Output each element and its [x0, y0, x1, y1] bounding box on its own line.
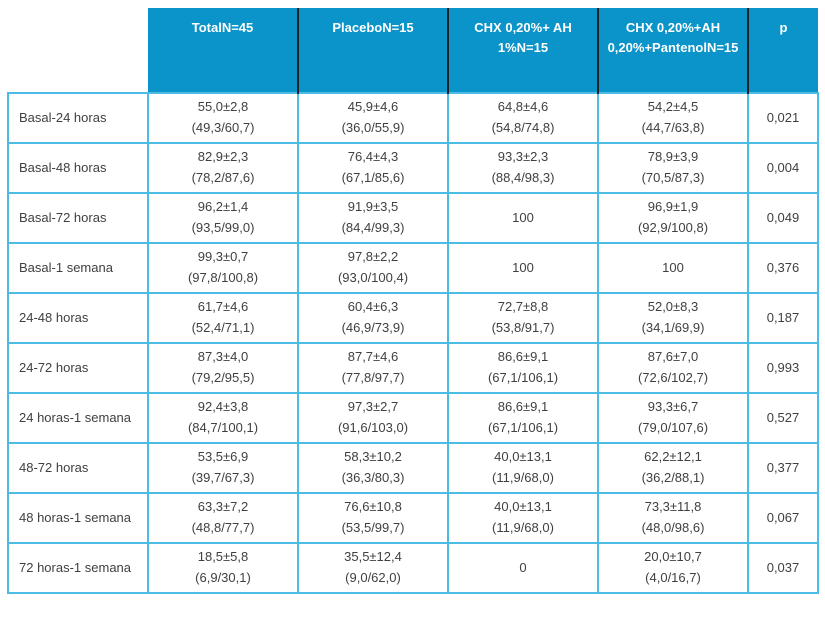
data-cell: 20,0±10,7 (4,0/16,7)	[597, 542, 749, 594]
data-cell: 100	[447, 192, 599, 244]
data-cell: 96,2±1,4 (93,5/99,0)	[147, 192, 299, 244]
p-value-cell: 0,187	[747, 292, 819, 344]
table-body: Basal-24 horas 55,0±2,8 (49,3/60,7) 45,9±4,…	[7, 92, 819, 594]
table-row: Basal-72 horas 96,2±1,4 (93,5/99,0) 91,9±3,…	[7, 192, 819, 244]
data-cell: 91,9±3,5 (84,4/99,3)	[297, 192, 449, 244]
table-row: 48-72 horas 53,5±6,9 (39,7/67,3) 58,3±10,2(…	[7, 442, 819, 494]
p-value-cell: 0,049	[747, 192, 819, 244]
data-cell: 40,0±13,1 (11,9/68,0)	[447, 442, 599, 494]
table-row: Basal-48 horas 82,9±2,3 (78,2/87,6) 76,4±4,…	[7, 142, 819, 194]
data-cell: 87,3±4,0 (79,2/95,5)	[147, 342, 299, 394]
column-header-total: TotalN=45	[148, 8, 298, 93]
p-value-cell: 0,376	[747, 242, 819, 294]
data-cell: 45,9±4,6 (36,0/55,9)	[297, 92, 449, 144]
results-table: TotalN=45 PlaceboN=15 CHX 0,20%+ AH 1%N=15…	[7, 8, 819, 594]
data-cell: 52,0±8,3 (34,1/69,9)	[597, 292, 749, 344]
data-cell: 87,7±4,6 (77,8/97,7)	[297, 342, 449, 394]
p-value-cell: 0,377	[747, 442, 819, 494]
data-cell: 86,6±9,1 (67,1/106,1)	[447, 342, 599, 394]
p-value-cell: 0,067	[747, 492, 819, 544]
header-row: TotalN=45 PlaceboN=15 CHX 0,20%+ AH 1%N=15…	[8, 8, 818, 93]
table-row: 72 horas-1 semana 18,5±5,8 (6,9/30,1) 35,5±…	[7, 542, 819, 594]
data-cell: 35,5±12,4 (9,0/62,0)	[297, 542, 449, 594]
table-row: Basal-24 horas 55,0±2,8 (49,3/60,7) 45,9±4,…	[7, 92, 819, 144]
row-label: 48 horas-1 semana	[7, 492, 149, 544]
p-value-cell: 0,993	[747, 342, 819, 394]
data-cell: 100	[447, 242, 599, 294]
data-cell: 87,6±7,0 (72,6/102,7)	[597, 342, 749, 394]
data-cell: 54,2±4,5 (44,7/63,8)	[597, 92, 749, 144]
data-cell: 60,4±6,3 (46,9/73,9)	[297, 292, 449, 344]
p-value-cell: 0,004	[747, 142, 819, 194]
table-row: 24 horas-1 semana 92,4±3,8 (84,7/100,1) 97,…	[7, 392, 819, 444]
data-cell: 76,6±10,8 (53,5/99,7)	[297, 492, 449, 544]
column-header-placebo: PlaceboN=15	[297, 8, 448, 93]
data-cell: 62,2±12,1 (36,2/88,1)	[597, 442, 749, 494]
row-label: 24-48 horas	[7, 292, 149, 344]
table-row: 24-72 horas 87,3±4,0 (79,2/95,5) 87,7±4,6 (7…	[7, 342, 819, 394]
p-value-cell: 0,527	[747, 392, 819, 444]
data-cell: 78,9±3,9 (70,5/87,3)	[597, 142, 749, 194]
data-cell: 0	[447, 542, 599, 594]
column-header-chx-ah020-pantenol: CHX 0,20%+AH 0,20%+PantenolN=15	[597, 8, 748, 93]
data-cell: 53,5±6,9 (39,7/67,3)	[147, 442, 299, 494]
data-cell: 73,3±11,8 (48,0/98,6)	[597, 492, 749, 544]
data-cell: 93,3±2,3 (88,4/98,3)	[447, 142, 599, 194]
data-cell: 86,6±9,1 (67,1/106,1)	[447, 392, 599, 444]
data-cell: 82,9±2,3 (78,2/87,6)	[147, 142, 299, 194]
column-header-chx-ah1: CHX 0,20%+ AH 1%N=15	[447, 8, 598, 93]
data-cell: 96,9±1,9 (92,9/100,8)	[597, 192, 749, 244]
row-label: 72 horas-1 semana	[7, 542, 149, 594]
table-row: 48 horas-1 semana 63,3±7,2 (48,8/77,7) 76,6…	[7, 492, 819, 544]
data-cell: 92,4±3,8 (84,7/100,1)	[147, 392, 299, 444]
table-row: Basal-1 semana 99,3±0,7 (97,8/100,8) 97,8±2…	[7, 242, 819, 294]
data-cell: 93,3±6,7 (79,0/107,6)	[597, 392, 749, 444]
column-header-p: p	[747, 8, 818, 93]
data-cell: 18,5±5,8 (6,9/30,1)	[147, 542, 299, 594]
data-cell: 99,3±0,7 (97,8/100,8)	[147, 242, 299, 294]
corner-cell	[8, 8, 148, 93]
data-cell: 40,0±13,1 (11,9/68,0)	[447, 492, 599, 544]
row-label: 24 horas-1 semana	[7, 392, 149, 444]
data-cell: 100	[597, 242, 749, 294]
row-label: Basal-48 horas	[7, 142, 149, 194]
data-cell: 63,3±7,2 (48,8/77,7)	[147, 492, 299, 544]
data-cell: 55,0±2,8 (49,3/60,7)	[147, 92, 299, 144]
row-label: 48-72 horas	[7, 442, 149, 494]
data-cell: 76,4±4,3 (67,1/85,6)	[297, 142, 449, 194]
row-label: Basal-72 horas	[7, 192, 149, 244]
data-cell: 61,7±4,6 (52,4/71,1)	[147, 292, 299, 344]
data-cell: 64,8±4,6 (54,8/74,8)	[447, 92, 599, 144]
p-value-cell: 0,037	[747, 542, 819, 594]
row-label: 24-72 horas	[7, 342, 149, 394]
data-cell: 58,3±10,2 (36,3/80,3)	[297, 442, 449, 494]
row-label: Basal-24 horas	[7, 92, 149, 144]
data-cell: 97,8±2,2 (93,0/100,4)	[297, 242, 449, 294]
data-cell: 72,7±8,8 (53,8/91,7)	[447, 292, 599, 344]
row-label: Basal-1 semana	[7, 242, 149, 294]
p-value-cell: 0,021	[747, 92, 819, 144]
data-cell: 97,3±2,7 (91,6/103,0)	[297, 392, 449, 444]
table-row: 24-48 horas 61,7±4,6 (52,4/71,1) 60,4±6,3 (4…	[7, 292, 819, 344]
